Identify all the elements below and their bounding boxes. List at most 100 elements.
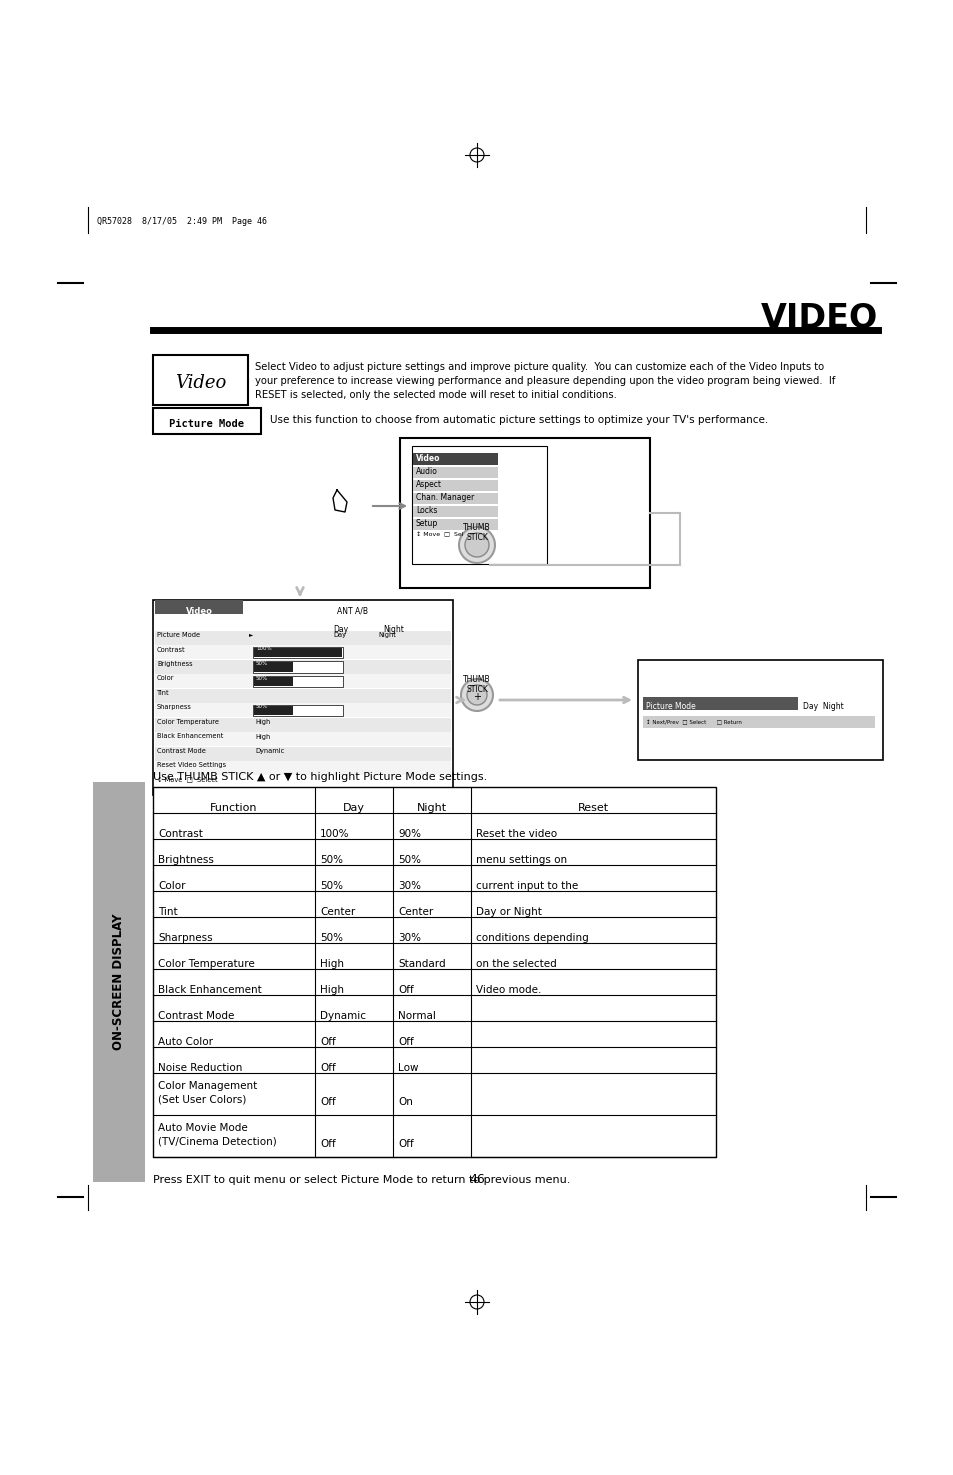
Text: Audio: Audio bbox=[416, 468, 437, 476]
Text: (TV/Cinema Detection): (TV/Cinema Detection) bbox=[158, 1136, 276, 1146]
FancyBboxPatch shape bbox=[253, 662, 293, 671]
Text: Sharpness: Sharpness bbox=[157, 705, 192, 711]
Text: Night: Night bbox=[377, 631, 395, 639]
FancyBboxPatch shape bbox=[154, 761, 451, 774]
FancyBboxPatch shape bbox=[152, 788, 716, 1156]
Text: Picture Mode: Picture Mode bbox=[170, 419, 244, 429]
Text: Off: Off bbox=[397, 985, 414, 996]
Text: ↕ Move  □  Sel: ↕ Move □ Sel bbox=[416, 532, 463, 537]
Text: Video: Video bbox=[416, 454, 440, 463]
FancyBboxPatch shape bbox=[154, 704, 451, 717]
Text: 30%: 30% bbox=[397, 934, 420, 943]
Text: Reset the video: Reset the video bbox=[476, 829, 557, 839]
Text: Dynamic: Dynamic bbox=[319, 1010, 366, 1021]
Text: Video mode.: Video mode. bbox=[476, 985, 540, 996]
Text: Standard: Standard bbox=[397, 959, 445, 969]
FancyBboxPatch shape bbox=[413, 479, 497, 491]
Text: 50%: 50% bbox=[255, 676, 268, 680]
FancyBboxPatch shape bbox=[413, 468, 497, 478]
Text: 50%: 50% bbox=[255, 661, 268, 667]
Text: On: On bbox=[397, 1097, 413, 1108]
Text: Day  Night: Day Night bbox=[802, 702, 842, 711]
Text: Select Video to adjust picture settings and improve picture quality.  You can cu: Select Video to adjust picture settings … bbox=[254, 361, 823, 372]
Text: conditions depending: conditions depending bbox=[476, 934, 588, 943]
FancyBboxPatch shape bbox=[152, 409, 261, 434]
Text: ↕ Move  □  Select: ↕ Move □ Select bbox=[157, 777, 217, 783]
Text: High: High bbox=[254, 718, 270, 726]
Text: Video: Video bbox=[186, 608, 213, 617]
Text: Aspect: Aspect bbox=[416, 479, 441, 490]
FancyBboxPatch shape bbox=[152, 600, 453, 795]
Text: Off: Off bbox=[319, 1139, 335, 1149]
Text: Contrast Mode: Contrast Mode bbox=[157, 748, 206, 754]
FancyBboxPatch shape bbox=[413, 493, 497, 504]
Text: Auto Color: Auto Color bbox=[158, 1037, 213, 1047]
FancyBboxPatch shape bbox=[253, 677, 293, 686]
Text: Contrast: Contrast bbox=[158, 829, 203, 839]
Text: Contrast Mode: Contrast Mode bbox=[158, 1010, 234, 1021]
FancyBboxPatch shape bbox=[412, 445, 546, 563]
Text: Brightness: Brightness bbox=[157, 661, 193, 667]
FancyBboxPatch shape bbox=[154, 717, 451, 732]
FancyBboxPatch shape bbox=[154, 689, 451, 702]
FancyBboxPatch shape bbox=[152, 355, 248, 406]
Text: Use THUMB STICK ▲ or ▼ to highlight Picture Mode settings.: Use THUMB STICK ▲ or ▼ to highlight Pict… bbox=[152, 771, 487, 782]
FancyBboxPatch shape bbox=[154, 746, 451, 761]
Text: Use this function to choose from automatic picture settings to optimize your TV': Use this function to choose from automat… bbox=[270, 414, 767, 425]
Text: Locks: Locks bbox=[416, 506, 436, 515]
Text: 90%: 90% bbox=[397, 829, 420, 839]
Circle shape bbox=[464, 532, 489, 558]
Text: High: High bbox=[254, 733, 270, 739]
Text: Off: Off bbox=[397, 1037, 414, 1047]
Text: (Set User Colors): (Set User Colors) bbox=[158, 1094, 246, 1103]
FancyBboxPatch shape bbox=[638, 659, 882, 760]
FancyBboxPatch shape bbox=[413, 519, 497, 530]
FancyBboxPatch shape bbox=[253, 676, 343, 687]
Text: Center: Center bbox=[397, 907, 433, 917]
FancyBboxPatch shape bbox=[154, 732, 451, 746]
FancyBboxPatch shape bbox=[253, 705, 293, 715]
FancyBboxPatch shape bbox=[154, 600, 243, 614]
Text: 100%: 100% bbox=[255, 646, 272, 652]
Text: Tint: Tint bbox=[158, 907, 177, 917]
FancyBboxPatch shape bbox=[154, 645, 451, 659]
Text: Black Enhancement: Black Enhancement bbox=[158, 985, 261, 996]
FancyBboxPatch shape bbox=[92, 782, 145, 1181]
Text: 50%: 50% bbox=[319, 934, 343, 943]
Text: Picture Mode: Picture Mode bbox=[157, 631, 200, 639]
Text: Color: Color bbox=[157, 676, 174, 681]
Text: Picture Mode: Picture Mode bbox=[645, 702, 695, 711]
Text: Night: Night bbox=[416, 802, 447, 813]
Text: Color Temperature: Color Temperature bbox=[157, 718, 219, 726]
Text: Color: Color bbox=[158, 881, 185, 891]
Text: THUMB
STICK: THUMB STICK bbox=[463, 524, 490, 543]
Text: on the selected: on the selected bbox=[476, 959, 557, 969]
Text: Color Temperature: Color Temperature bbox=[158, 959, 254, 969]
Text: Press EXIT to quit menu or select Picture Mode to return to previous menu.: Press EXIT to quit menu or select Pictur… bbox=[152, 1176, 570, 1184]
Text: Center: Center bbox=[319, 907, 355, 917]
FancyBboxPatch shape bbox=[642, 698, 797, 709]
Text: +: + bbox=[473, 692, 480, 702]
Text: 100%: 100% bbox=[319, 829, 349, 839]
FancyBboxPatch shape bbox=[413, 506, 497, 518]
Text: Day: Day bbox=[333, 631, 346, 639]
Text: Contrast: Contrast bbox=[157, 646, 186, 652]
Text: RESET is selected, only the selected mode will reset to initial conditions.: RESET is selected, only the selected mod… bbox=[254, 389, 617, 400]
FancyBboxPatch shape bbox=[399, 438, 649, 589]
Text: 30%: 30% bbox=[397, 881, 420, 891]
Text: ↕ Next/Prev  □ Select      □ Return: ↕ Next/Prev □ Select □ Return bbox=[645, 720, 741, 726]
FancyBboxPatch shape bbox=[253, 646, 343, 658]
Text: Noise Reduction: Noise Reduction bbox=[158, 1063, 242, 1072]
Text: THUMB
STICK: THUMB STICK bbox=[463, 676, 490, 695]
Text: 46: 46 bbox=[469, 1173, 484, 1186]
Text: Day: Day bbox=[333, 625, 348, 634]
Text: Tint: Tint bbox=[157, 690, 170, 696]
Text: Auto Movie Mode: Auto Movie Mode bbox=[158, 1122, 248, 1133]
Circle shape bbox=[458, 527, 495, 563]
Text: menu settings on: menu settings on bbox=[476, 855, 566, 864]
Text: VIDEO: VIDEO bbox=[760, 302, 877, 335]
Text: 50%: 50% bbox=[319, 881, 343, 891]
Text: Off: Off bbox=[397, 1139, 414, 1149]
Text: Off: Off bbox=[319, 1097, 335, 1108]
FancyBboxPatch shape bbox=[253, 705, 343, 715]
